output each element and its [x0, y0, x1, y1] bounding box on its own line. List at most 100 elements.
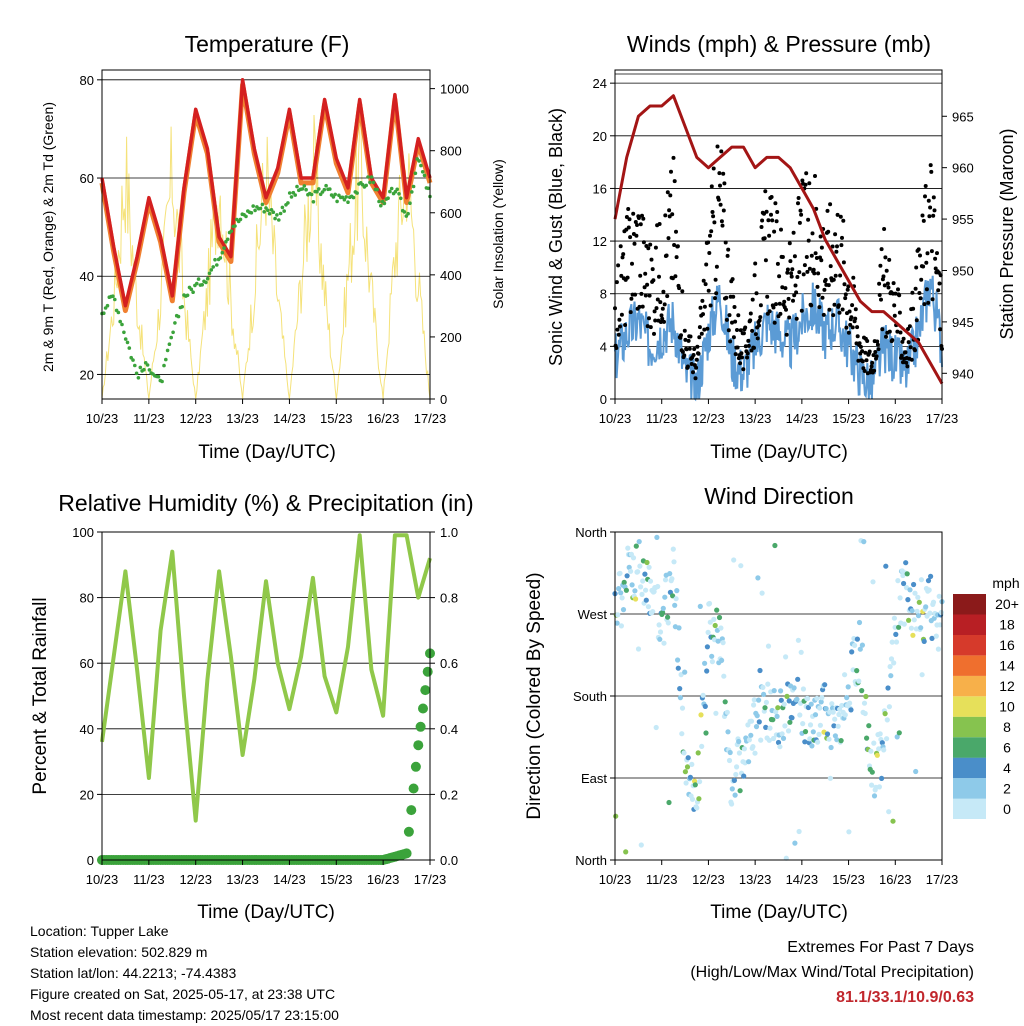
dewpoint-point	[215, 263, 219, 267]
legend-label: 20+	[995, 596, 1019, 612]
wind-direction-point	[620, 607, 627, 613]
winds-y-tick-label: 16	[593, 181, 607, 196]
humidity-x-tick-label: 13/23	[226, 872, 259, 887]
wind-direction-point	[706, 600, 713, 607]
winds-y-tick-label: 24	[593, 76, 607, 91]
dewpoint-point	[118, 319, 122, 324]
wind-direction-point	[933, 633, 939, 639]
gust-point	[937, 281, 942, 286]
gust-point	[835, 244, 839, 249]
wind-direction-point	[756, 719, 762, 725]
wind-direction-point	[757, 667, 763, 674]
gust-point	[654, 306, 659, 311]
dewpoint-point	[368, 180, 372, 185]
humidity-panel: Relative Humidity (%) & Precipitation (i…	[30, 490, 474, 923]
humidity-y-axis-label: Percent & Total Rainfall	[30, 597, 51, 794]
gust-point	[625, 275, 630, 280]
gust-point	[752, 345, 756, 350]
wind-direction-point	[704, 668, 710, 674]
wind-direction-point	[911, 617, 917, 623]
dewpoint-point	[185, 293, 190, 298]
gust-point	[632, 241, 637, 246]
wind-direction-point	[938, 609, 944, 616]
wind-direction-y-tick-label: South	[573, 689, 607, 704]
dewpoint-point	[111, 294, 115, 299]
gust-point	[652, 331, 656, 336]
gust-point	[775, 210, 780, 214]
wind-direction-point	[856, 678, 862, 684]
wind-direction-point	[842, 712, 848, 718]
gust-point	[617, 317, 622, 322]
winds-y-tick-label: 8	[600, 287, 607, 302]
gust-point	[895, 329, 900, 334]
gust-point	[926, 300, 931, 305]
gust-point	[876, 347, 881, 352]
gust-point	[692, 347, 697, 351]
gust-point	[709, 184, 714, 189]
wind-direction-point	[864, 735, 870, 741]
wind-direction-point	[874, 752, 880, 758]
wind-direction-point	[741, 746, 748, 752]
wind-direction-point	[763, 724, 769, 731]
dewpoint-point	[123, 337, 128, 341]
gust-point	[905, 364, 910, 369]
gust-point	[780, 255, 785, 259]
gust-point	[924, 287, 929, 292]
gust-point	[833, 273, 838, 278]
wind-direction-point	[702, 703, 708, 710]
dewpoint-point	[324, 183, 328, 188]
gust-point	[703, 282, 708, 287]
gust-point	[725, 253, 730, 258]
gust-point	[764, 209, 769, 214]
gust-point	[647, 316, 651, 321]
wind-direction-point	[861, 700, 868, 706]
wind-direction-point	[626, 564, 632, 571]
gust-point	[810, 231, 815, 236]
winds-x-tick-label: 11/23	[646, 411, 678, 426]
gust-point	[769, 195, 774, 199]
wind-direction-point	[736, 738, 742, 745]
gust-point	[680, 289, 685, 294]
gust-point	[817, 305, 822, 310]
humidity-title: Relative Humidity (%) & Precipitation (i…	[58, 490, 473, 516]
gust-point	[757, 323, 761, 328]
wind-direction-point	[775, 739, 782, 746]
wind-direction-point	[662, 577, 669, 583]
gust-point	[791, 298, 795, 303]
gust-point	[697, 325, 702, 330]
gust-point	[671, 155, 676, 160]
temperature-x-tick-label: 14/23	[273, 411, 306, 426]
gust-point	[838, 273, 843, 278]
gust-point	[890, 338, 895, 343]
wind-direction-point	[751, 697, 757, 703]
gust-point	[918, 253, 922, 258]
station-latlon: Station lat/lon: 44.2213; -74.4383	[30, 965, 237, 981]
precipitation-point	[422, 666, 433, 677]
dewpoint-point	[209, 268, 214, 272]
wind-direction-point	[725, 729, 731, 735]
temperature-x-tick-label: 15/23	[320, 411, 353, 426]
wind-direction-point	[771, 688, 777, 694]
gust-point	[843, 292, 848, 297]
temperature-y2-tick-label: 1000	[440, 82, 469, 97]
gust-point	[918, 296, 923, 301]
gust-point	[630, 261, 634, 266]
gust-point	[846, 330, 851, 335]
wind-direction-point	[715, 638, 721, 644]
wind-direction-point	[633, 543, 639, 549]
gust-point	[741, 367, 746, 372]
wind-direction-point	[881, 747, 887, 753]
gust-point	[711, 166, 716, 171]
gust-point	[814, 256, 819, 260]
wind-direction-y-axis-label: Direction (Colored By Speed)	[524, 572, 545, 819]
gust-point	[897, 310, 902, 315]
extremes-subtitle: (High/Low/Max Wind/Total Precipitation)	[690, 964, 974, 981]
gust-point	[757, 318, 762, 323]
wind-direction-point	[682, 769, 689, 775]
wind-direction-point	[805, 695, 811, 702]
wind-direction-point	[894, 734, 900, 740]
wind-direction-point	[905, 597, 911, 603]
wind-direction-point	[636, 539, 642, 545]
wind-direction-point	[795, 676, 801, 682]
wind-direction-point	[859, 688, 865, 694]
